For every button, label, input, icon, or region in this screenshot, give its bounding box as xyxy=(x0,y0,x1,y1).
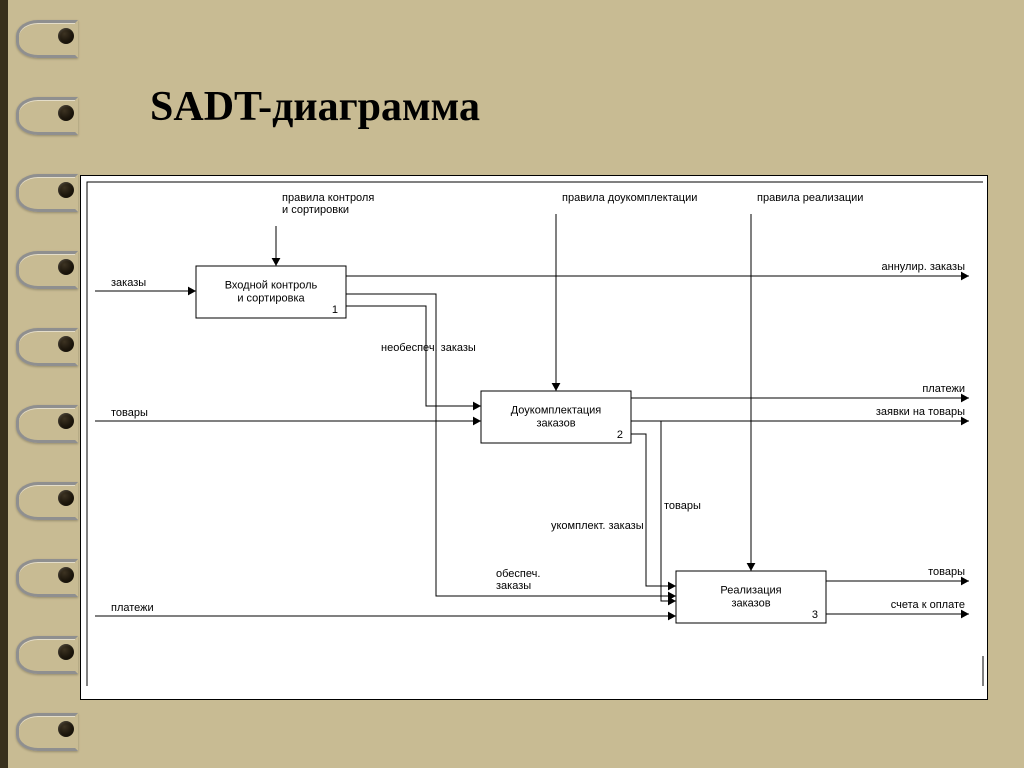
binding-ring xyxy=(22,711,74,747)
svg-text:Доукомплектация: Доукомплектация xyxy=(511,404,602,416)
svg-text:заказы: заказы xyxy=(111,277,146,289)
binding-ring xyxy=(22,18,74,54)
svg-text:платежи: платежи xyxy=(111,602,154,614)
binding-ring xyxy=(22,326,74,362)
sadt-diagram: Входной контрольи сортировка 1 Доукомплект… xyxy=(81,176,989,701)
svg-text:заявки на товары: заявки на товары xyxy=(876,406,965,418)
svg-text:аннулир. заказы: аннулир. заказы xyxy=(882,261,966,273)
binding-ring xyxy=(22,95,74,131)
svg-text:правила доукомплектации: правила доукомплектации xyxy=(562,192,697,204)
svg-text:необеспеч. заказы: необеспеч. заказы xyxy=(381,342,476,354)
svg-text:счета к оплате: счета к оплате xyxy=(891,599,965,611)
svg-text:товары: товары xyxy=(928,566,965,578)
svg-text:товары: товары xyxy=(111,407,148,419)
svg-text:3: 3 xyxy=(812,609,818,621)
binding-ring xyxy=(22,480,74,516)
slide-title: SADT-диаграмма xyxy=(150,83,480,131)
binding-ring xyxy=(22,403,74,439)
binding-ring xyxy=(22,172,74,208)
svg-text:заказов: заказов xyxy=(536,417,575,429)
svg-text:Входной контроль: Входной контроль xyxy=(225,279,318,291)
diagram-frame: Входной контрольи сортировка 1 Доукомплект… xyxy=(80,175,988,700)
svg-text:Реализация: Реализация xyxy=(720,584,781,596)
svg-text:правила реализации: правила реализации xyxy=(757,192,863,204)
svg-text:правила контроля: правила контроля xyxy=(282,192,374,204)
svg-text:2: 2 xyxy=(617,429,623,441)
svg-text:1: 1 xyxy=(332,304,338,316)
svg-text:укомплект. заказы: укомплект. заказы xyxy=(551,520,644,532)
binding-ring xyxy=(22,634,74,670)
slide-page: SADT-диаграмма Входной контрольи сортиро… xyxy=(0,0,1024,768)
svg-text:товары: товары xyxy=(664,500,701,512)
svg-text:и сортировка: и сортировка xyxy=(237,292,305,304)
svg-text:заказов: заказов xyxy=(731,597,770,609)
svg-text:заказы: заказы xyxy=(496,580,531,592)
svg-text:обеспеч.: обеспеч. xyxy=(496,568,540,580)
svg-text:платежи: платежи xyxy=(922,383,965,395)
binding-ring xyxy=(22,249,74,285)
svg-text:и сортировки: и сортировки xyxy=(282,204,349,216)
binding-ring xyxy=(22,557,74,593)
